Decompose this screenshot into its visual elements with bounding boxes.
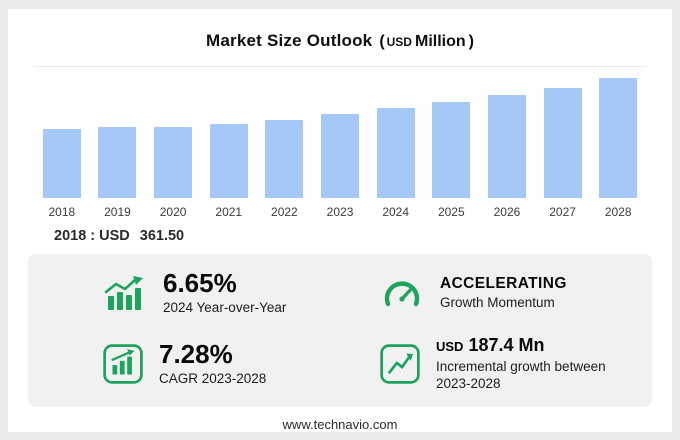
bar-slot-2018: [34, 129, 90, 199]
base-year-annotation: 2018 : USD 361.50: [54, 228, 672, 244]
x-tick-2018: 2018: [48, 205, 76, 220]
x-tick-2028: 2028: [604, 205, 632, 220]
stat-incremental: USD 187.4 Mn Incremental growth between 2…: [379, 335, 626, 393]
x-tick-2025: 2025: [437, 205, 465, 220]
stat-cagr-text: 7.28% CAGR 2023-2028: [159, 338, 267, 388]
momentum-label: Growth Momentum: [440, 294, 555, 310]
line-growth-icon: [379, 343, 421, 385]
bar-2019: [98, 127, 137, 199]
title-unit-currency: USD: [386, 35, 412, 49]
title-paren-open: (: [379, 33, 385, 50]
footer: www.technavio.com: [8, 417, 672, 432]
bar-2026: [487, 95, 526, 199]
x-tick-2026: 2026: [493, 205, 521, 220]
bar-slot-2024: [368, 108, 424, 199]
bar-2028: [599, 78, 638, 199]
title-unit: (USD Million): [379, 33, 474, 50]
stat-incremental-text: USD 187.4 Mn Incremental growth between 2…: [436, 335, 608, 393]
title-text: Market Size Outlook: [206, 31, 373, 50]
stat-yoy-text: 6.65% 2024 Year-over-Year: [163, 268, 287, 317]
bar-slot-2022: [257, 120, 313, 199]
bar-2024: [376, 108, 415, 199]
bar-slot-2023: [312, 114, 368, 199]
infographic-body: Market Size Outlook(USD Million) 2018 2019…: [8, 9, 672, 432]
bar-2023: [321, 114, 360, 199]
x-tick-2020: 2020: [159, 205, 187, 220]
bar-chart: 2018 2019 2020 2021 2022 2023 2024 2025 2026 2027…: [34, 66, 646, 220]
momentum-value: ACCELERATING: [440, 274, 567, 292]
incremental-currency: USD: [436, 339, 464, 355]
annotation-prefix: 2018 : USD: [54, 228, 130, 245]
stats-panel: 6.65% 2024 Year-over-Year ACCELERATING G…: [28, 254, 652, 407]
bar-slot-2028: [590, 78, 646, 199]
x-tick-2024: 2024: [382, 205, 410, 220]
title-paren-close: ): [468, 33, 474, 50]
cagr-label: CAGR 2023-2028: [159, 370, 267, 386]
cagr-value: 7.28%: [159, 338, 233, 369]
website-text: www.technavio.com: [282, 417, 398, 432]
cagr-chart-icon: [102, 343, 144, 385]
bar-slot-2020: [145, 127, 201, 199]
stat-cagr: 7.28% CAGR 2023-2028: [54, 335, 379, 393]
bar-2020: [154, 127, 193, 199]
yoy-label: 2024 Year-over-Year: [163, 300, 287, 316]
incremental-value: 187.4 Mn: [468, 335, 545, 356]
bar-2025: [432, 102, 471, 199]
chart-title: Market Size Outlook (USD Million): [8, 9, 672, 54]
x-tick-2021: 2021: [215, 205, 243, 220]
stat-momentum: ACCELERATING Growth Momentum: [379, 270, 626, 317]
bar-2027: [543, 88, 582, 199]
x-axis-labels: 2018 2019 2020 2021 2022 2023 2024 2025 2026 2027…: [34, 198, 646, 220]
bar-slot-2027: [535, 88, 591, 199]
incremental-value-row: USD 187.4 Mn: [436, 335, 608, 356]
bar-growth-arrow-icon: [102, 274, 148, 314]
bar-slot-2025: [423, 102, 479, 199]
stat-momentum-text: ACCELERATING Growth Momentum: [440, 274, 567, 312]
bar-slot-2026: [479, 95, 535, 199]
bar-slot-2019: [90, 127, 146, 199]
stat-yoy: 6.65% 2024 Year-over-Year: [54, 268, 379, 317]
gauge-icon: [379, 274, 425, 314]
bar-2021: [209, 124, 248, 199]
title-unit-word: Million: [414, 33, 466, 50]
bar-slot-2021: [201, 124, 257, 199]
yoy-value: 6.65%: [163, 268, 237, 299]
incremental-label: Incremental growth between 2023-2028: [436, 359, 606, 392]
x-tick-2027: 2027: [549, 205, 576, 220]
bar-2018: [42, 129, 81, 199]
annotation-value: 361.50: [139, 228, 185, 245]
x-tick-2023: 2023: [326, 205, 354, 220]
bar-2022: [265, 120, 304, 199]
x-tick-2022: 2022: [271, 205, 298, 220]
x-tick-2019: 2019: [104, 205, 131, 220]
plot-area: [34, 66, 646, 199]
